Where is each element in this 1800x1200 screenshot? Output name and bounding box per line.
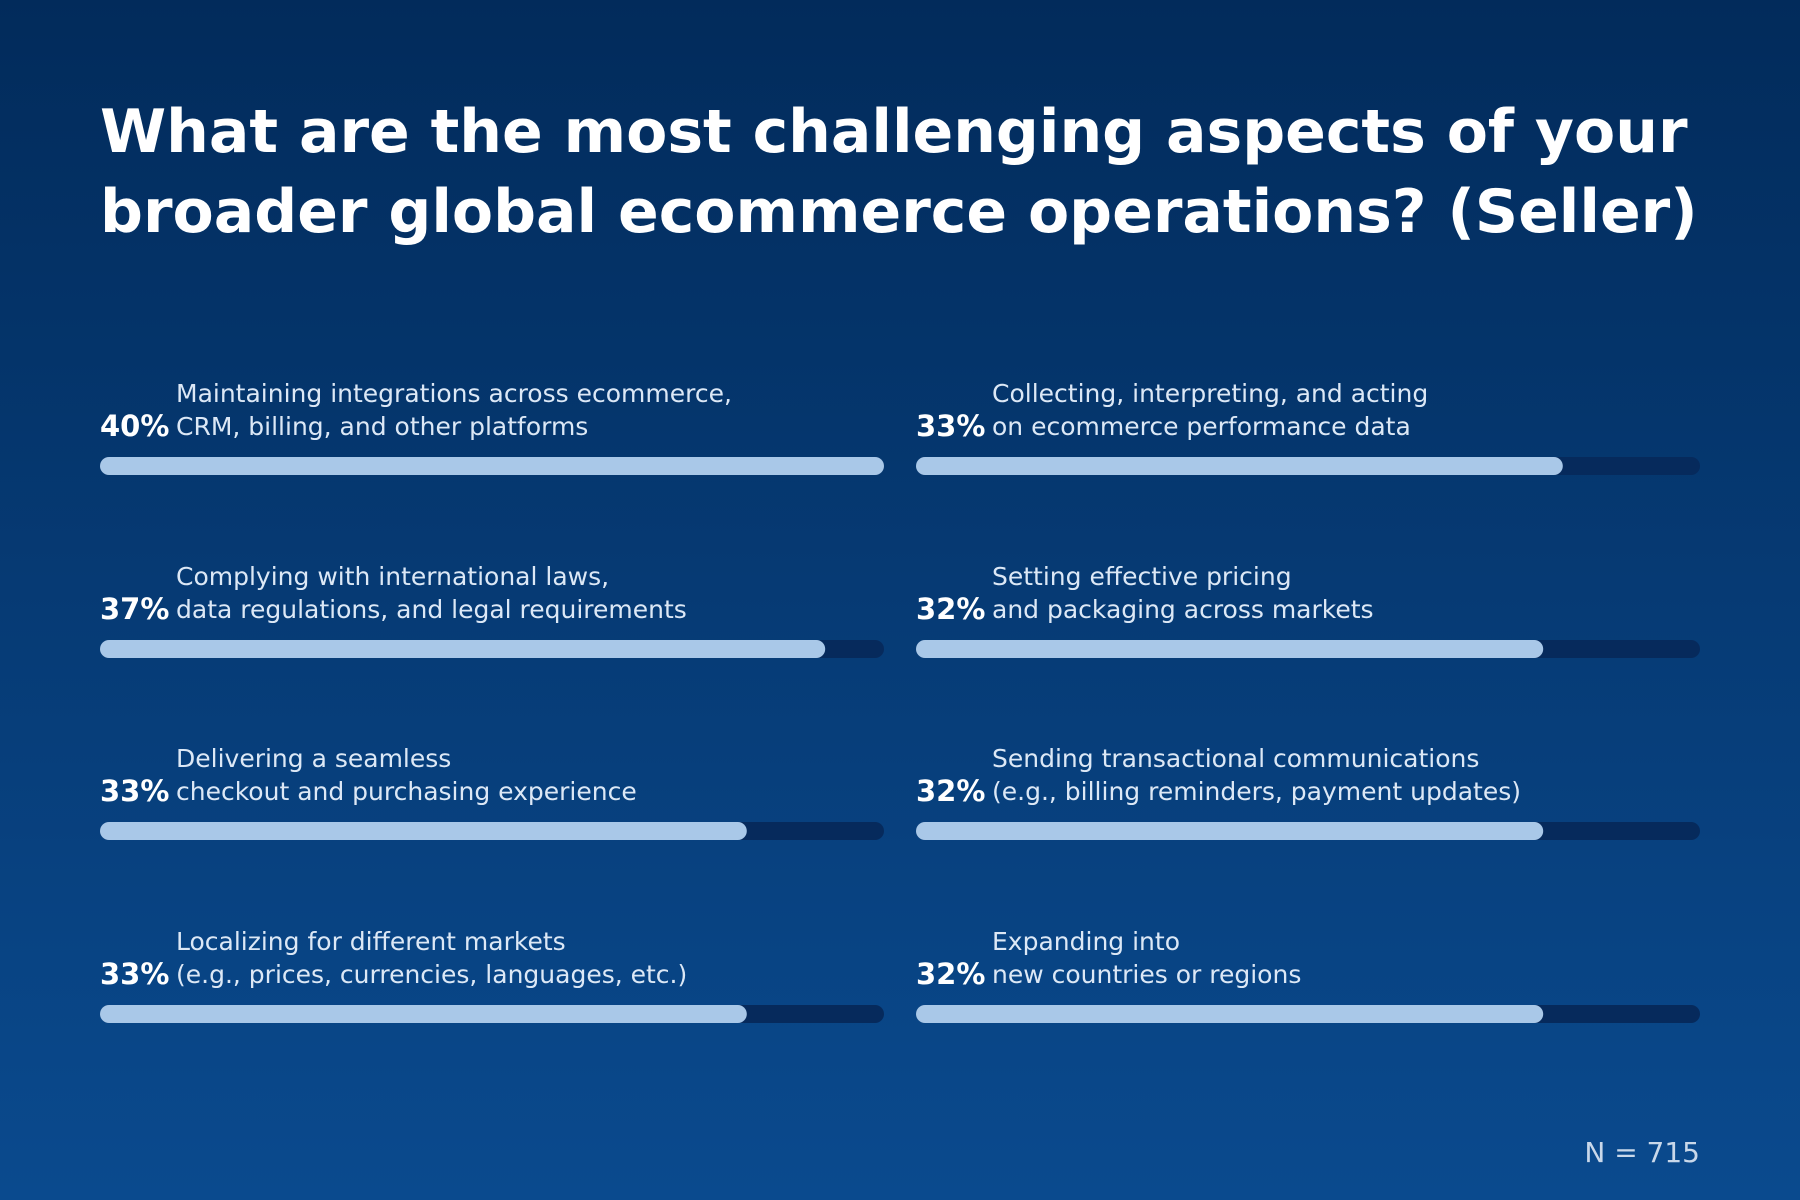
category-label: new countries or regions bbox=[992, 960, 1301, 989]
bar bbox=[916, 822, 1544, 840]
category-label: data regulations, and legal requirements bbox=[176, 595, 687, 624]
value-label: 32% bbox=[916, 774, 985, 808]
value-label: 33% bbox=[916, 409, 985, 443]
bar bbox=[916, 1005, 1544, 1023]
chart-title: broader global ecommerce operations? (Se… bbox=[100, 177, 1698, 247]
category-label: checkout and purchasing experience bbox=[176, 777, 637, 806]
value-label: 32% bbox=[916, 957, 985, 991]
value-label: 32% bbox=[916, 592, 985, 626]
category-label: Collecting, interpreting, and acting bbox=[992, 379, 1428, 408]
category-label: Setting effective pricing bbox=[992, 562, 1292, 591]
chart-title: What are the most challenging aspects of… bbox=[100, 97, 1688, 167]
value-label: 37% bbox=[100, 592, 169, 626]
bar bbox=[916, 640, 1544, 658]
category-label: Complying with international laws, bbox=[176, 562, 609, 591]
bar bbox=[100, 457, 884, 475]
bar bbox=[100, 640, 826, 658]
value-label: 40% bbox=[100, 409, 169, 443]
bar bbox=[100, 1005, 747, 1023]
category-label: CRM, billing, and other platforms bbox=[176, 412, 588, 441]
category-label: Maintaining integrations across ecommerc… bbox=[176, 379, 732, 408]
bar bbox=[100, 822, 747, 840]
category-label: (e.g., prices, currencies, languages, et… bbox=[176, 960, 687, 989]
category-label: and packaging across markets bbox=[992, 595, 1374, 624]
bar bbox=[916, 457, 1563, 475]
sample-size: N = 715 bbox=[1584, 1136, 1700, 1169]
value-label: 33% bbox=[100, 774, 169, 808]
category-label: Localizing for different markets bbox=[176, 927, 566, 956]
category-label: Expanding into bbox=[992, 927, 1180, 956]
value-label: 33% bbox=[100, 957, 169, 991]
category-label: Sending transactional communications bbox=[992, 744, 1479, 773]
category-label: Delivering a seamless bbox=[176, 744, 451, 773]
category-label: on ecommerce performance data bbox=[992, 412, 1411, 441]
category-label: (e.g., billing reminders, payment update… bbox=[992, 777, 1521, 806]
